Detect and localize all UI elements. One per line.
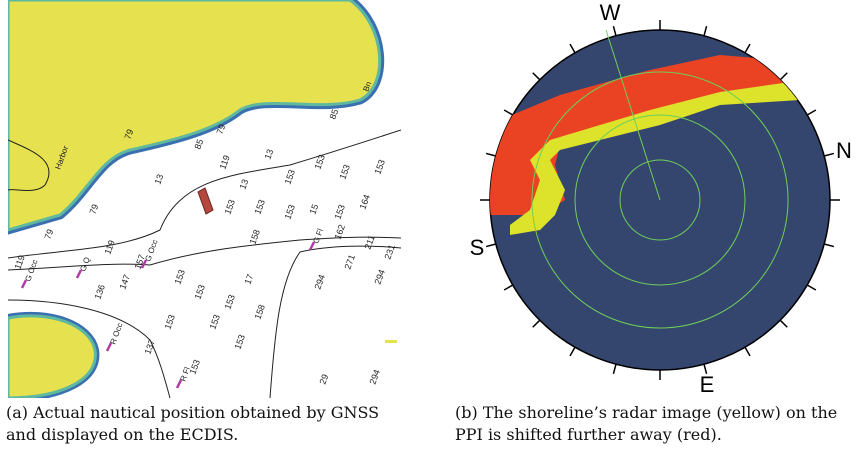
bearing-tick [745,347,750,356]
caption-tag: (b) [455,403,478,422]
caption-text: Actual nautical position obtained by GNS… [6,403,379,444]
bearing-tick [486,153,496,156]
bearing-tick [570,347,575,356]
bearing-tick [613,364,616,374]
bearing-tick [504,285,513,290]
bearing-tick [745,44,750,53]
bearing-tick [780,73,787,80]
compass-s: S [470,235,485,260]
bearing-tick [780,320,787,327]
bearing-tick [504,110,513,115]
bearing-tick [613,26,616,36]
caption-a: (a) Actual nautical position obtained by… [6,402,406,446]
figure: W N S E 79851191313131531531531531531531… [0,0,862,459]
caption-text: The shoreline’s radar image (yellow) on … [455,403,837,444]
bearing-tick [824,244,834,247]
bearing-tick [533,320,540,327]
bearing-tick [807,285,816,290]
compass-n: N [836,138,852,163]
compass-e: E [700,372,715,397]
bearing-tick [533,73,540,80]
radar-ppi [480,20,840,380]
caption-tag: (a) [6,403,28,422]
bearing-tick [807,110,816,115]
compass-w: W [600,0,621,25]
bearing-tick [824,153,834,156]
ecdis-chart [8,0,401,398]
bearing-tick [704,26,707,36]
bearing-tick [486,244,496,247]
bearing-tick [570,44,575,53]
caption-b: (b) The shoreline’s radar image (yellow)… [455,402,860,446]
